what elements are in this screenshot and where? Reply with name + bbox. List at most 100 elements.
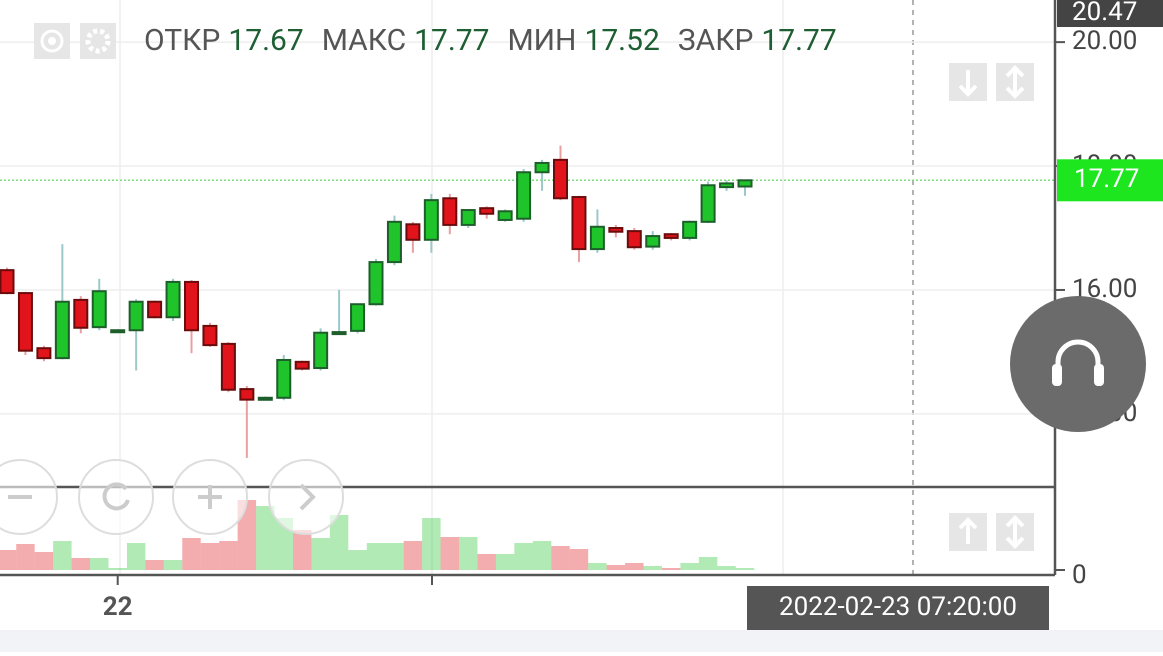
candle-body <box>663 233 679 239</box>
zoom-controls <box>0 459 344 535</box>
candle-body <box>276 358 292 399</box>
volume-bar <box>698 557 718 570</box>
volume-bar <box>403 541 423 570</box>
volume-bar <box>366 543 386 570</box>
headphones-icon <box>1055 339 1101 382</box>
volume-bar <box>274 518 293 570</box>
y-tick-label: 20.00 <box>1072 26 1137 56</box>
volume-bar <box>292 530 312 570</box>
eye-icon <box>48 37 56 45</box>
crosshair-label: 2022-02-23 07:20:00 <box>779 592 1017 622</box>
candle-body <box>165 280 181 319</box>
volume-bar <box>606 565 626 570</box>
volume-bar <box>440 537 460 570</box>
legend-label: МАКС <box>322 23 406 58</box>
arrow-icon <box>958 70 978 97</box>
candle-body <box>700 184 716 223</box>
volume-bar <box>588 563 607 570</box>
volume-bar <box>661 568 681 570</box>
candle-body <box>91 290 107 329</box>
volume-bar <box>182 538 201 570</box>
legend-label: ОТКР <box>144 23 220 58</box>
candle-body <box>534 161 550 174</box>
volume-bar <box>90 558 109 570</box>
candle-body <box>239 388 255 401</box>
top-marker-box <box>1057 0 1163 28</box>
volume-bar <box>71 558 91 570</box>
volume-bar <box>200 543 220 570</box>
reset-icon <box>102 482 130 511</box>
candle-body <box>36 347 52 360</box>
volume-bar <box>126 543 146 570</box>
candle-body <box>645 235 661 248</box>
volume-bar <box>625 563 644 570</box>
candle-body <box>589 225 605 251</box>
candle-body <box>147 300 163 319</box>
volume-bar <box>643 566 662 570</box>
volume-bar <box>477 554 496 570</box>
scroll-button[interactable] <box>268 459 344 535</box>
candle-body <box>460 209 476 226</box>
volume-bar <box>348 550 367 570</box>
volume-bar <box>495 554 515 570</box>
candle-body <box>479 207 495 215</box>
candle-body <box>423 199 439 241</box>
volume-bar <box>0 550 17 570</box>
settings-button[interactable] <box>80 23 116 59</box>
volume-bar <box>459 537 478 570</box>
headphones-icon <box>1094 364 1104 386</box>
candle-body <box>184 280 199 332</box>
x-tick-label: 22 <box>103 592 133 622</box>
volume-bar <box>569 549 589 570</box>
candle-body <box>313 331 329 370</box>
volume-bar <box>53 541 72 570</box>
volume-bar <box>311 538 330 570</box>
volume-bar <box>16 544 35 570</box>
arrow-icon <box>1005 65 1025 99</box>
gear-icon <box>85 28 111 54</box>
volume-bar <box>514 543 533 570</box>
candle-body <box>331 331 347 336</box>
legend-value: 17.77 <box>761 23 836 58</box>
candle-body <box>128 300 144 332</box>
legend-value: 17.52 <box>584 23 659 58</box>
last-price-box <box>1057 159 1163 202</box>
candle-body <box>405 223 421 241</box>
volume-bar <box>422 518 441 570</box>
volume-bar <box>219 541 238 570</box>
headphones-icon <box>1052 364 1062 386</box>
candle-body <box>54 300 70 360</box>
support-button[interactable] <box>1010 296 1146 432</box>
eye-icon <box>40 29 64 53</box>
volume-bar <box>145 560 164 570</box>
candle-body <box>202 324 218 347</box>
volume-bar <box>256 506 275 570</box>
volume-bar <box>163 560 183 570</box>
candle-body <box>608 227 624 233</box>
plus-icon <box>198 485 222 509</box>
ohlc-legend: ОТКР 17.67 МАКС 17.77 МИН 17.52 ЗАКР 17.77 <box>144 23 837 58</box>
volume-bar <box>717 566 736 570</box>
candle-body <box>257 396 273 401</box>
candle-body <box>719 182 735 189</box>
pane-icons <box>958 65 1025 549</box>
candle-body <box>442 197 458 226</box>
crosshair-box <box>747 586 1049 630</box>
arrow-icon <box>1005 515 1025 549</box>
volume-bar <box>551 546 570 570</box>
candle-body <box>17 292 33 352</box>
volume-bar <box>680 563 699 570</box>
candle-body <box>571 196 587 251</box>
candle-body <box>73 298 89 329</box>
volume-bar <box>34 552 54 570</box>
volume-bar <box>108 568 127 570</box>
legend-label: ЗАКР <box>678 23 754 58</box>
volume-bar <box>532 541 552 570</box>
legend-value: 17.77 <box>414 23 489 58</box>
reset-button[interactable] <box>78 459 154 535</box>
candle-body <box>294 360 310 370</box>
volume-bar <box>237 500 257 570</box>
candle-body <box>737 179 753 188</box>
volume-bar <box>385 543 404 570</box>
